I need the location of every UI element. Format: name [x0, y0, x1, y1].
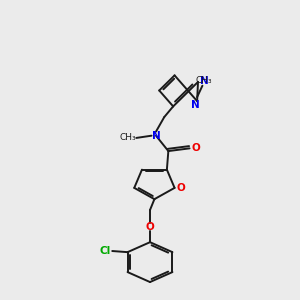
Text: N: N	[200, 76, 208, 86]
Text: O: O	[177, 183, 185, 193]
Text: Cl: Cl	[100, 246, 111, 256]
Text: N: N	[152, 131, 160, 141]
Text: CH₃: CH₃	[196, 76, 212, 85]
Text: CH₃: CH₃	[120, 134, 136, 142]
Text: O: O	[192, 143, 200, 153]
Text: N: N	[191, 100, 200, 110]
Text: O: O	[146, 222, 154, 232]
